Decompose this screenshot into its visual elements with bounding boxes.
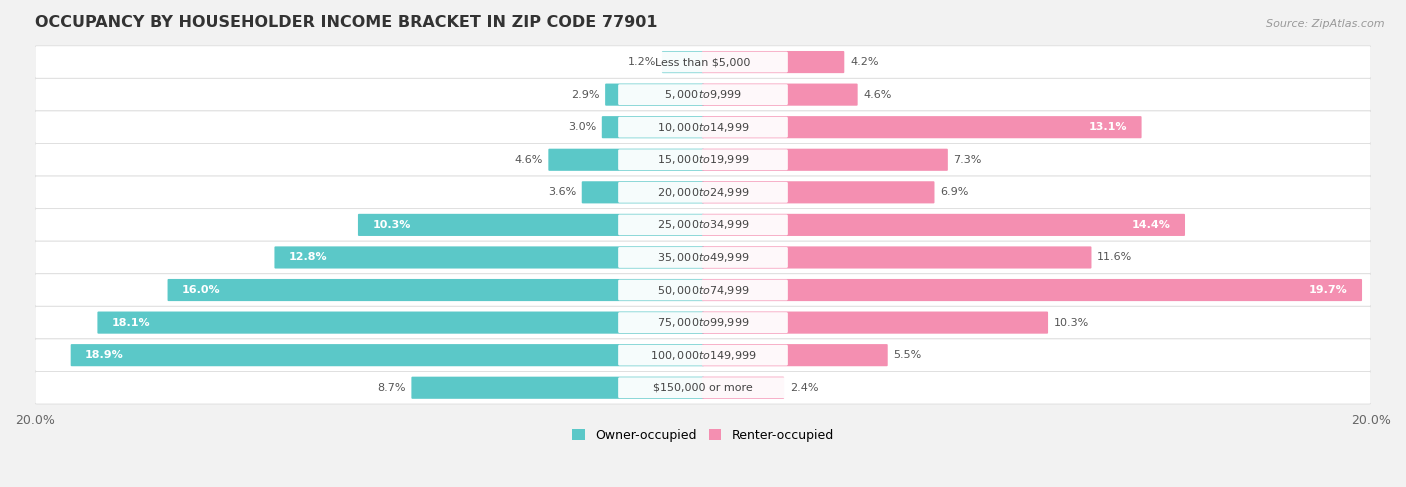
FancyBboxPatch shape	[702, 344, 887, 366]
FancyBboxPatch shape	[35, 241, 1371, 274]
Text: $20,000 to $24,999: $20,000 to $24,999	[657, 186, 749, 199]
FancyBboxPatch shape	[702, 214, 1185, 236]
FancyBboxPatch shape	[582, 181, 704, 204]
Text: $25,000 to $34,999: $25,000 to $34,999	[657, 218, 749, 231]
FancyBboxPatch shape	[35, 372, 1371, 404]
Text: Source: ZipAtlas.com: Source: ZipAtlas.com	[1267, 19, 1385, 30]
Text: $100,000 to $149,999: $100,000 to $149,999	[650, 349, 756, 362]
FancyBboxPatch shape	[35, 111, 1371, 144]
FancyBboxPatch shape	[619, 52, 787, 73]
FancyBboxPatch shape	[619, 182, 787, 203]
FancyBboxPatch shape	[167, 279, 704, 301]
Text: 8.7%: 8.7%	[377, 383, 406, 393]
FancyBboxPatch shape	[35, 306, 1371, 339]
FancyBboxPatch shape	[619, 117, 787, 138]
Text: 10.3%: 10.3%	[1053, 318, 1090, 328]
FancyBboxPatch shape	[35, 46, 1371, 78]
FancyBboxPatch shape	[619, 84, 787, 105]
FancyBboxPatch shape	[35, 176, 1371, 208]
Text: 10.3%: 10.3%	[373, 220, 411, 230]
Text: 16.0%: 16.0%	[181, 285, 221, 295]
FancyBboxPatch shape	[702, 279, 1362, 301]
Text: $15,000 to $19,999: $15,000 to $19,999	[657, 153, 749, 166]
Text: OCCUPANCY BY HOUSEHOLDER INCOME BRACKET IN ZIP CODE 77901: OCCUPANCY BY HOUSEHOLDER INCOME BRACKET …	[35, 15, 658, 30]
FancyBboxPatch shape	[274, 246, 704, 268]
Text: 7.3%: 7.3%	[953, 155, 981, 165]
Text: 11.6%: 11.6%	[1097, 252, 1132, 262]
Text: 2.9%: 2.9%	[571, 90, 599, 100]
Text: $75,000 to $99,999: $75,000 to $99,999	[657, 316, 749, 329]
Text: 19.7%: 19.7%	[1309, 285, 1348, 295]
FancyBboxPatch shape	[702, 376, 785, 399]
Text: 3.0%: 3.0%	[568, 122, 596, 132]
FancyBboxPatch shape	[702, 246, 1091, 268]
FancyBboxPatch shape	[605, 84, 704, 106]
FancyBboxPatch shape	[702, 116, 1142, 138]
FancyBboxPatch shape	[412, 376, 704, 399]
Text: 13.1%: 13.1%	[1088, 122, 1128, 132]
FancyBboxPatch shape	[702, 181, 935, 204]
Text: $10,000 to $14,999: $10,000 to $14,999	[657, 121, 749, 134]
Text: $5,000 to $9,999: $5,000 to $9,999	[664, 88, 742, 101]
Text: 6.9%: 6.9%	[941, 187, 969, 197]
Text: 18.1%: 18.1%	[111, 318, 150, 328]
FancyBboxPatch shape	[35, 339, 1371, 372]
FancyBboxPatch shape	[359, 214, 704, 236]
Text: 4.6%: 4.6%	[515, 155, 543, 165]
FancyBboxPatch shape	[619, 345, 787, 366]
Text: $150,000 or more: $150,000 or more	[654, 383, 752, 393]
FancyBboxPatch shape	[619, 150, 787, 170]
FancyBboxPatch shape	[35, 78, 1371, 111]
FancyBboxPatch shape	[70, 344, 704, 366]
Text: $50,000 to $74,999: $50,000 to $74,999	[657, 283, 749, 297]
FancyBboxPatch shape	[35, 144, 1371, 176]
FancyBboxPatch shape	[619, 280, 787, 300]
FancyBboxPatch shape	[702, 149, 948, 171]
FancyBboxPatch shape	[619, 312, 787, 333]
FancyBboxPatch shape	[702, 312, 1047, 334]
Text: 12.8%: 12.8%	[288, 252, 328, 262]
Text: 3.6%: 3.6%	[548, 187, 576, 197]
Text: 18.9%: 18.9%	[84, 350, 124, 360]
FancyBboxPatch shape	[35, 208, 1371, 241]
FancyBboxPatch shape	[662, 51, 704, 73]
FancyBboxPatch shape	[602, 116, 704, 138]
Text: 4.2%: 4.2%	[851, 57, 879, 67]
Text: 14.4%: 14.4%	[1132, 220, 1171, 230]
FancyBboxPatch shape	[619, 214, 787, 235]
Text: Less than $5,000: Less than $5,000	[655, 57, 751, 67]
FancyBboxPatch shape	[702, 84, 858, 106]
FancyBboxPatch shape	[619, 377, 787, 398]
Text: 4.6%: 4.6%	[863, 90, 891, 100]
FancyBboxPatch shape	[702, 51, 844, 73]
Text: 2.4%: 2.4%	[790, 383, 818, 393]
FancyBboxPatch shape	[35, 274, 1371, 306]
FancyBboxPatch shape	[548, 149, 704, 171]
FancyBboxPatch shape	[619, 247, 787, 268]
FancyBboxPatch shape	[97, 312, 704, 334]
Text: 5.5%: 5.5%	[893, 350, 922, 360]
Text: $35,000 to $49,999: $35,000 to $49,999	[657, 251, 749, 264]
Legend: Owner-occupied, Renter-occupied: Owner-occupied, Renter-occupied	[568, 424, 838, 447]
Text: 1.2%: 1.2%	[628, 57, 657, 67]
